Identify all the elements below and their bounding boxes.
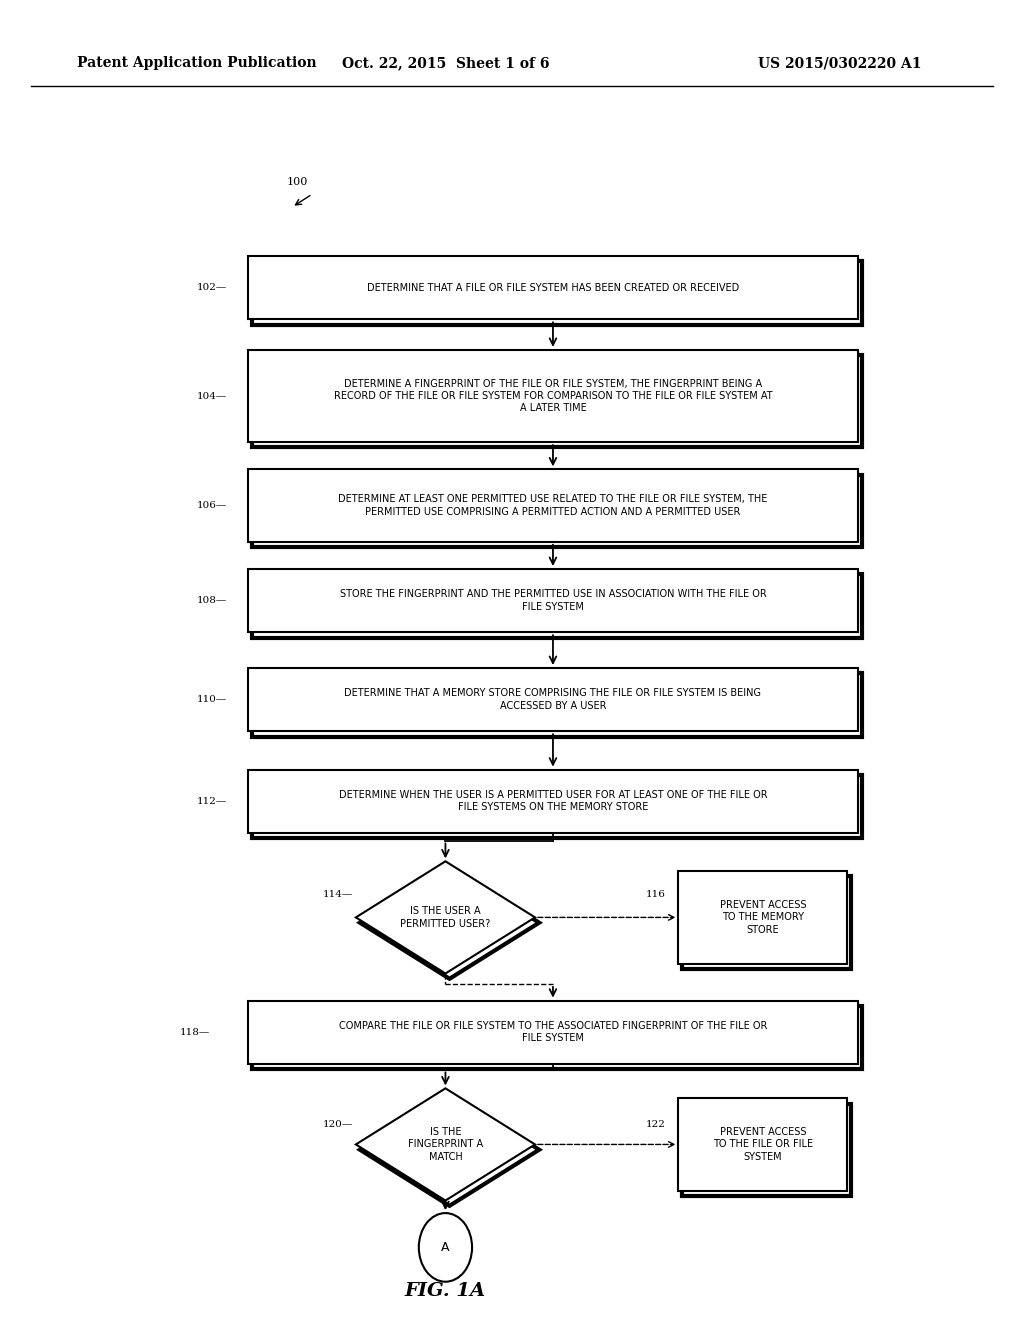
Text: IS THE
FINGERPRINT A
MATCH: IS THE FINGERPRINT A MATCH — [408, 1127, 483, 1162]
Text: 116: 116 — [646, 891, 666, 899]
FancyBboxPatch shape — [249, 1001, 858, 1064]
Text: Oct. 22, 2015  Sheet 1 of 6: Oct. 22, 2015 Sheet 1 of 6 — [342, 57, 549, 70]
FancyBboxPatch shape — [249, 350, 858, 442]
Polygon shape — [356, 862, 535, 974]
Text: COMPARE THE FILE OR FILE SYSTEM TO THE ASSOCIATED FINGERPRINT OF THE FILE OR
FIL: COMPARE THE FILE OR FILE SYSTEM TO THE A… — [339, 1022, 767, 1043]
Text: 118—: 118— — [179, 1028, 210, 1036]
Text: 104—: 104— — [197, 392, 227, 400]
FancyBboxPatch shape — [678, 1098, 848, 1191]
Text: 112—: 112— — [197, 797, 227, 805]
Text: IS THE USER A
PERMITTED USER?: IS THE USER A PERMITTED USER? — [400, 907, 490, 928]
Text: Patent Application Publication: Patent Application Publication — [77, 57, 316, 70]
Text: 114—: 114— — [323, 891, 353, 899]
FancyBboxPatch shape — [249, 569, 858, 632]
Text: STORE THE FINGERPRINT AND THE PERMITTED USE IN ASSOCIATION WITH THE FILE OR
FILE: STORE THE FINGERPRINT AND THE PERMITTED … — [340, 590, 766, 611]
Polygon shape — [356, 1088, 535, 1201]
Text: DETERMINE THAT A FILE OR FILE SYSTEM HAS BEEN CREATED OR RECEIVED: DETERMINE THAT A FILE OR FILE SYSTEM HAS… — [367, 282, 739, 293]
Text: A: A — [441, 1241, 450, 1254]
FancyBboxPatch shape — [249, 770, 858, 833]
Text: DETERMINE AT LEAST ONE PERMITTED USE RELATED TO THE FILE OR FILE SYSTEM, THE
PER: DETERMINE AT LEAST ONE PERMITTED USE REL… — [338, 495, 768, 516]
Text: 110—: 110— — [197, 696, 227, 704]
Text: PREVENT ACCESS
TO THE FILE OR FILE
SYSTEM: PREVENT ACCESS TO THE FILE OR FILE SYSTE… — [713, 1127, 813, 1162]
Text: DETERMINE A FINGERPRINT OF THE FILE OR FILE SYSTEM, THE FINGERPRINT BEING A
RECO: DETERMINE A FINGERPRINT OF THE FILE OR F… — [334, 379, 772, 413]
FancyBboxPatch shape — [249, 469, 858, 541]
Text: 122: 122 — [646, 1121, 666, 1129]
Text: 106—: 106— — [197, 502, 227, 510]
Text: DETERMINE WHEN THE USER IS A PERMITTED USER FOR AT LEAST ONE OF THE FILE OR
FILE: DETERMINE WHEN THE USER IS A PERMITTED U… — [339, 791, 767, 812]
Text: FIG. 1A: FIG. 1A — [404, 1282, 486, 1300]
FancyBboxPatch shape — [249, 668, 858, 731]
Text: DETERMINE THAT A MEMORY STORE COMPRISING THE FILE OR FILE SYSTEM IS BEING
ACCESS: DETERMINE THAT A MEMORY STORE COMPRISING… — [344, 689, 762, 710]
FancyBboxPatch shape — [249, 256, 858, 319]
Text: 102—: 102— — [197, 284, 227, 292]
Text: 120—: 120— — [323, 1121, 353, 1129]
FancyBboxPatch shape — [678, 871, 848, 964]
Circle shape — [419, 1213, 472, 1282]
Text: US 2015/0302220 A1: US 2015/0302220 A1 — [758, 57, 922, 70]
Text: 108—: 108— — [197, 597, 227, 605]
Text: PREVENT ACCESS
TO THE MEMORY
STORE: PREVENT ACCESS TO THE MEMORY STORE — [720, 900, 806, 935]
Text: 100: 100 — [287, 177, 308, 187]
